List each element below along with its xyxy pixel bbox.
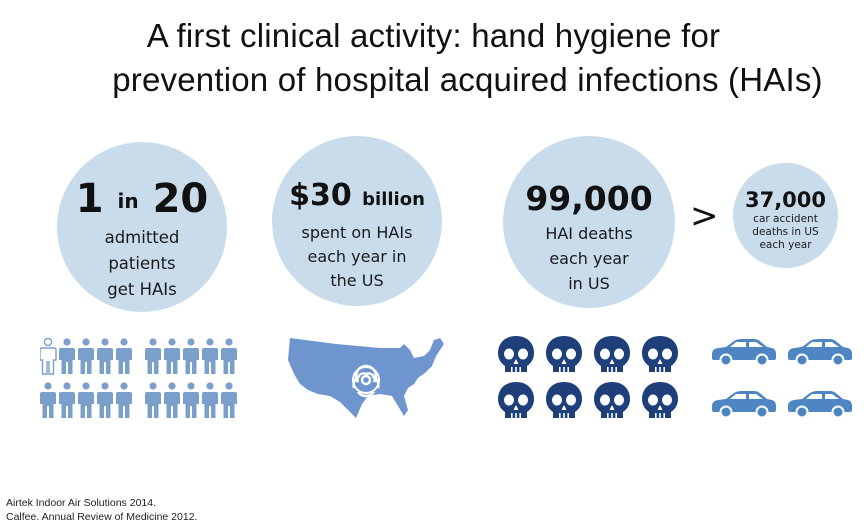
person-icon: [202, 382, 218, 418]
person-icon: [221, 338, 237, 374]
person-icon: [221, 382, 237, 418]
car-icon: [712, 391, 776, 419]
stat-desc-line: in US: [568, 274, 610, 293]
person-icon: [116, 338, 132, 374]
person-icon: [202, 338, 218, 374]
stat-number: 37,000: [744, 188, 827, 212]
person-icon: [116, 382, 132, 418]
stat-connector: in: [117, 189, 139, 213]
person-icon: [59, 382, 75, 418]
citation-line: Airtek Indoor Air Solutions 2014.: [6, 497, 157, 509]
person-icon: [97, 338, 113, 374]
greater-than-symbol: >: [690, 196, 719, 236]
stat-number: 1: [75, 176, 104, 222]
person-icon: [40, 382, 56, 418]
person-icon: [145, 382, 161, 418]
person-icon: [145, 338, 161, 374]
person-icon: [59, 338, 75, 374]
stat-desc-line: each year in: [307, 247, 407, 266]
skull-icon: [546, 336, 582, 372]
person-icon: [164, 338, 180, 374]
us-map-shape: [288, 338, 444, 418]
stat-desc-line: car accident: [753, 213, 818, 225]
skull-icon: [498, 336, 534, 372]
person-icon: [183, 338, 199, 374]
stat-circle-99000-deaths: 99,000 HAI deaths each year in US: [503, 136, 675, 308]
slide-title: A first clinical activity: hand hygiene …: [0, 14, 867, 102]
skull-icon: [594, 382, 630, 418]
stat-headline: $30 billion: [272, 176, 442, 220]
stat-unit: billion: [362, 189, 425, 210]
car-icon: [788, 391, 852, 419]
stat-headline: 1 in 20: [57, 176, 227, 224]
skull-icon: [642, 336, 678, 372]
stat-desc-line: spent on HAIs: [301, 223, 413, 242]
person-icon: [183, 382, 199, 418]
person-icon: [97, 382, 113, 418]
car-icon: [712, 339, 776, 367]
skull-icon: [498, 382, 534, 418]
skull-icon-grid: [498, 336, 684, 427]
stat-circle-30-billion: $30 billion spent on HAIs each year in t…: [272, 136, 442, 306]
skull-icon: [594, 336, 630, 372]
stat-circle-37000-car-deaths: 37,000 car accident deaths in US each ye…: [733, 163, 838, 268]
us-map-icon: [284, 334, 448, 429]
biohazard-icon: [352, 364, 380, 398]
stat-circle-1-in-20: 1 in 20 admitted patients get HAIs: [57, 142, 227, 312]
stat-number: 99,000: [525, 179, 653, 218]
skull-icon: [546, 382, 582, 418]
stat-desc-line: patients: [108, 254, 176, 273]
people-icon-grid: [39, 337, 250, 425]
car-icon: [788, 339, 852, 367]
skull-icon: [642, 382, 678, 418]
person-icon: [39, 337, 57, 375]
slide-title-line-1: A first clinical activity: hand hygiene …: [146, 17, 721, 54]
slide-title-line-2: prevention of hospital acquired infectio…: [112, 61, 823, 98]
stat-desc-line: deaths in US: [752, 226, 819, 238]
stat-desc-line: HAI deaths: [545, 224, 633, 243]
citations: Airtek Indoor Air Solutions 2014. Calfee…: [6, 496, 197, 524]
us-map-svg: [288, 338, 444, 418]
car-icon-grid: [710, 338, 856, 425]
person-icon: [164, 382, 180, 418]
stat-desc-line: the US: [330, 271, 384, 290]
stat-desc-line: each year: [759, 239, 812, 251]
car-svg: [712, 339, 852, 419]
citation-line: Calfee. Annual Review of Medicine 2012.: [6, 511, 198, 523]
people-svg: [39, 337, 237, 418]
skull-svg: [498, 336, 678, 418]
person-icon: [78, 338, 94, 374]
stat-desc-line: get HAIs: [107, 280, 177, 299]
stat-number: $30: [289, 178, 352, 213]
stat-desc-line: admitted: [104, 228, 180, 247]
person-icon: [78, 382, 94, 418]
stat-desc-line: each year: [549, 249, 629, 268]
stat-number: 20: [152, 176, 209, 222]
